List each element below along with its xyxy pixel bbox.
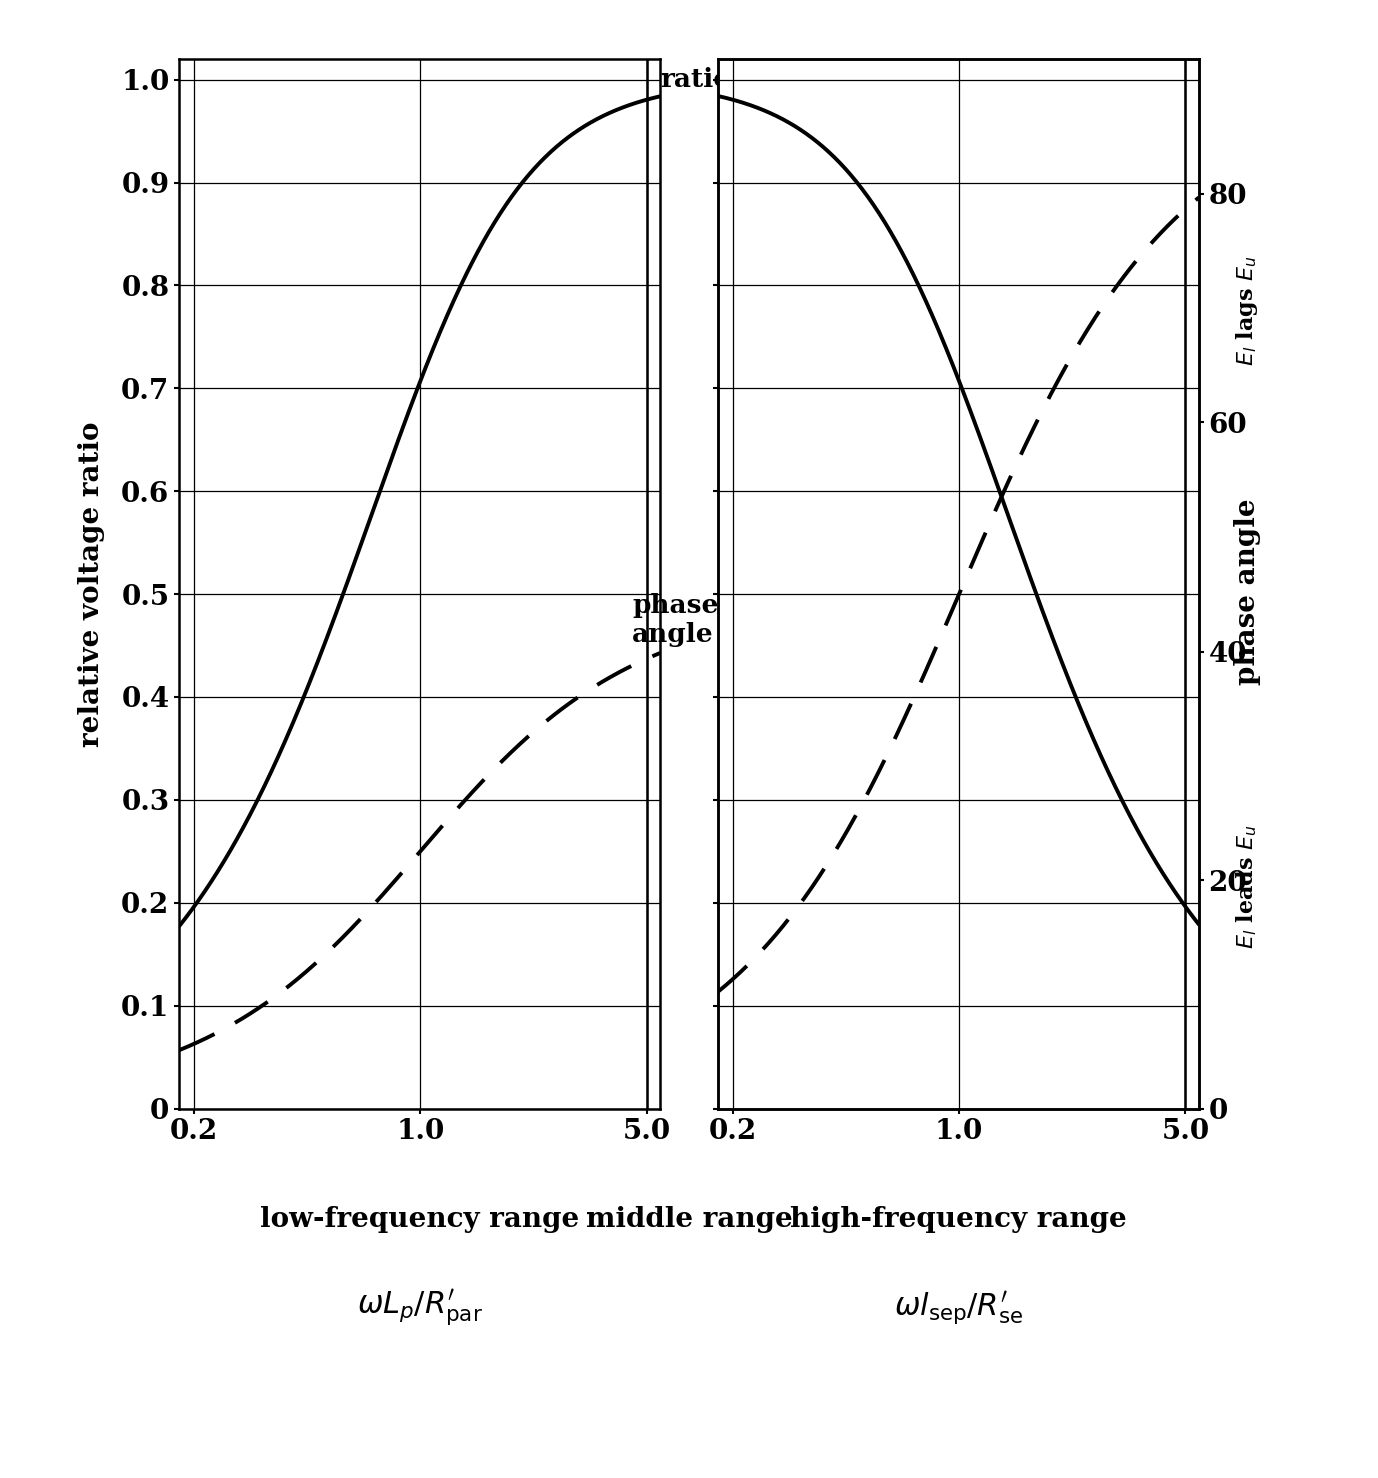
Text: low-frequency range: low-frequency range [260, 1206, 579, 1233]
Text: ratio: ratio [660, 67, 730, 92]
Text: $E_l$ leads $E_u$: $E_l$ leads $E_u$ [1235, 825, 1259, 949]
Text: phase
angle: phase angle [633, 593, 718, 647]
Text: $E_l$ lags $E_u$: $E_l$ lags $E_u$ [1235, 256, 1259, 365]
Text: $\omega l_{\mathrm{sep}}/R^{\prime}_{\mathrm{se}}$: $\omega l_{\mathrm{sep}}/R^{\prime}_{\ma… [894, 1289, 1022, 1327]
Y-axis label: relative voltage ratio: relative voltage ratio [77, 421, 105, 746]
Text: phase angle: phase angle [1233, 498, 1261, 684]
Text: $\omega L_p/R^{\prime}_{\mathrm{par}}$: $\omega L_p/R^{\prime}_{\mathrm{par}}$ [357, 1287, 482, 1329]
Text: middle range: middle range [586, 1206, 792, 1233]
Text: high-frequency range: high-frequency range [790, 1206, 1127, 1233]
